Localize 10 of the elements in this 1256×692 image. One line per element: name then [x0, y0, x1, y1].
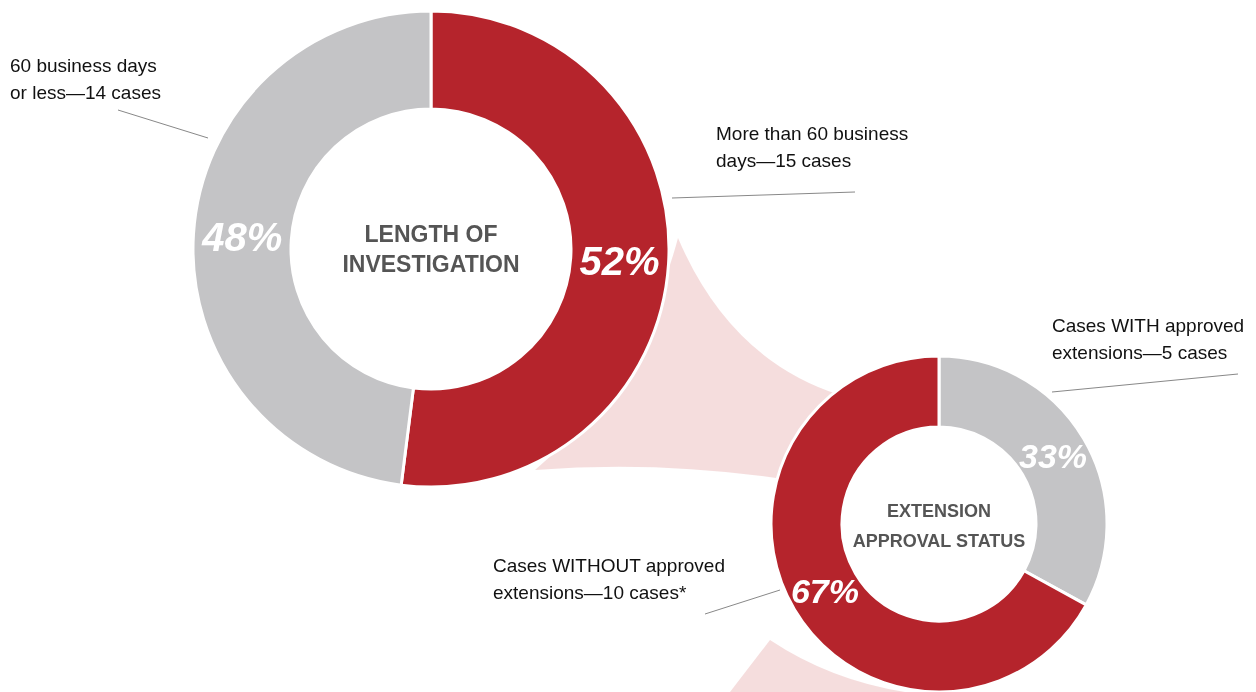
- data-label: 67%: [790, 572, 859, 611]
- slice-label: More than 60 business days—15 cases: [716, 123, 909, 171]
- slice-label: 60 business days or less—14 cases: [10, 55, 162, 103]
- data-label: 52%: [579, 238, 660, 283]
- data-label: 33%: [1019, 437, 1088, 476]
- text: LENGTH OF INVESTIGATION: [342, 221, 520, 277]
- slice-label: Cases WITH approved extensions—5 cases: [1052, 315, 1245, 363]
- text: EXTENSION APPROVAL STATUS: [852, 501, 1026, 551]
- slice-label: Cases WITHOUT approved extensions—10 cases*: [493, 555, 725, 603]
- data-label: 48%: [201, 215, 283, 260]
